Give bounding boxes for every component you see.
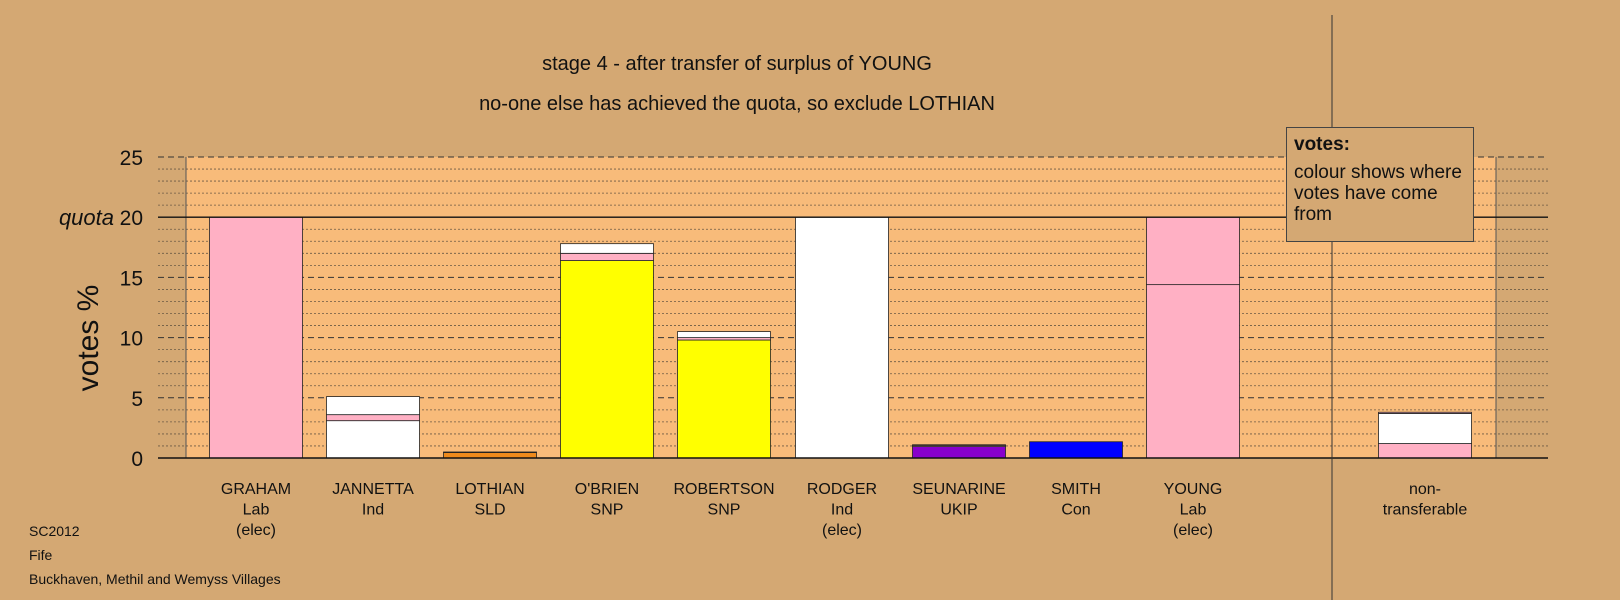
bar-segment-seunarine-0 xyxy=(912,446,1006,459)
candidate-label: SMITH xyxy=(1051,481,1101,498)
bar-segment-robertson-2 xyxy=(677,331,771,338)
candidate-label: LOTHIAN xyxy=(455,481,524,498)
chart-subtitle: no-one else has achieved the quota, so e… xyxy=(479,93,995,115)
candidate-label: (elec) xyxy=(236,522,276,539)
bar-segment-graham-0 xyxy=(209,216,303,459)
bar-segment-obrien-2 xyxy=(560,243,654,254)
candidate-label: JANNETTA xyxy=(332,481,414,498)
y-tick-label: 25 xyxy=(120,147,143,170)
bar-segment-lothian-0 xyxy=(443,452,537,459)
candidate-label: Con xyxy=(1061,502,1090,519)
candidate-label: SEUNARINE xyxy=(912,481,1005,498)
y-tick-label: 10 xyxy=(120,328,143,351)
bar-segment-jannetta-2 xyxy=(326,396,420,416)
candidate-label: Ind xyxy=(362,502,384,519)
bar-segment-lothian-1 xyxy=(443,451,537,453)
candidate-label: transferable xyxy=(1383,502,1468,519)
quota-label: quota xyxy=(59,205,114,230)
y-tick-label: 5 xyxy=(131,388,143,411)
legend-box: votes: colour shows where votes have com… xyxy=(1286,127,1474,242)
bar-segment-obrien-0 xyxy=(560,260,654,459)
footer-council: Fife xyxy=(29,547,53,563)
candidate-label: YOUNG xyxy=(1164,481,1223,498)
bar-segment-obrien-1 xyxy=(560,252,654,261)
candidate-label: Lab xyxy=(243,502,270,519)
bar-segment-smith-0 xyxy=(1029,441,1123,459)
candidate-label: SNP xyxy=(708,502,741,519)
bar-segment-seunarine-2 xyxy=(912,444,1006,446)
bar-segment-jannetta-1 xyxy=(326,414,420,422)
chart-title: stage 4 - after transfer of surplus of Y… xyxy=(542,53,932,75)
candidate-label: ROBERTSON xyxy=(673,481,774,498)
bar-segment-rodger-0 xyxy=(795,216,889,459)
candidate-label: RODGER xyxy=(807,481,877,498)
candidate-label: Ind xyxy=(831,502,853,519)
bar-segment-young-1 xyxy=(1146,216,1240,286)
candidate-label: UKIP xyxy=(940,502,977,519)
candidate-label: O'BRIEN xyxy=(575,481,639,498)
candidate-label: SLD xyxy=(474,502,505,519)
footer-ward: Buckhaven, Methil and Wemyss Villages xyxy=(29,571,281,587)
footer-code: SC2012 xyxy=(29,523,80,539)
candidate-label: GRAHAM xyxy=(221,481,291,498)
candidate-label: (elec) xyxy=(1173,522,1213,539)
candidate-label: non- xyxy=(1409,481,1441,498)
bar-segment-robertson-0 xyxy=(677,339,771,459)
y-axis-label: votes % xyxy=(72,285,105,392)
bar-segment-jannetta-0 xyxy=(326,420,420,459)
legend-title: votes: xyxy=(1294,134,1350,155)
candidate-label: (elec) xyxy=(822,522,862,539)
bar-segment-non-1 xyxy=(1378,413,1472,444)
bar-segment-non-2 xyxy=(1378,411,1472,414)
candidate-label: Lab xyxy=(1180,502,1207,519)
bar-segment-young-0 xyxy=(1146,284,1240,459)
y-tick-label: 20 xyxy=(120,207,143,230)
y-tick-label: 0 xyxy=(131,448,143,471)
bar-segment-non-0 xyxy=(1378,443,1472,459)
y-tick-label: 15 xyxy=(120,267,143,290)
legend-text: colour shows where votes have come from xyxy=(1294,162,1462,225)
candidate-label: SNP xyxy=(591,502,624,519)
